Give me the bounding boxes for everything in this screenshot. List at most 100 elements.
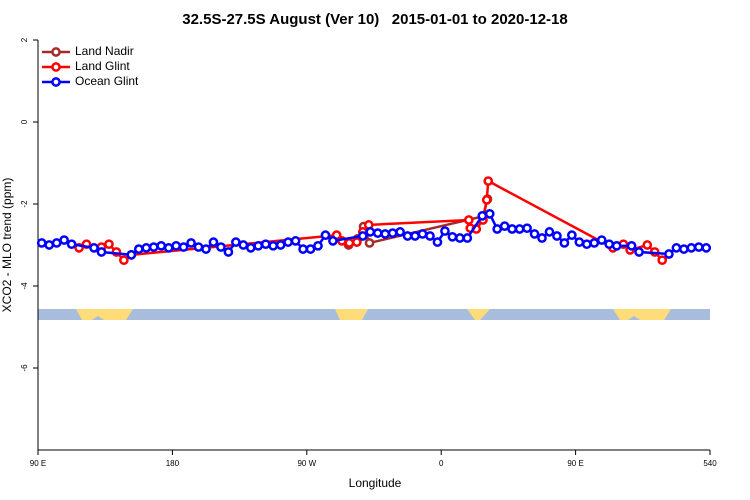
x-axis-label: Longitude — [349, 476, 402, 490]
land-mask — [38, 309, 710, 320]
data-point — [440, 226, 450, 236]
data-point — [268, 240, 279, 251]
data-point — [51, 238, 62, 248]
data-point — [320, 230, 331, 241]
data-point — [208, 237, 219, 247]
land-patch — [76, 309, 133, 320]
data-point — [148, 242, 159, 252]
ocean-strip — [38, 309, 710, 320]
data-point — [89, 243, 99, 253]
data-point — [36, 238, 47, 248]
data-point — [260, 239, 271, 250]
legend-label: Ocean Glint — [75, 74, 139, 88]
data-point — [104, 239, 114, 250]
data-point — [119, 255, 129, 266]
data-point — [626, 240, 637, 251]
data-point — [581, 239, 592, 250]
data-point — [231, 237, 241, 247]
data-point — [395, 227, 405, 237]
data-point — [664, 249, 674, 259]
y-tick-label: -2 — [20, 200, 29, 208]
legend-label: Land Nadir — [75, 44, 134, 58]
data-point — [201, 244, 211, 254]
data-point — [544, 227, 555, 237]
data-point — [657, 255, 668, 266]
data-point — [686, 243, 697, 253]
data-point — [59, 235, 69, 245]
data-point — [537, 233, 547, 243]
x-tick-label: 90 E — [567, 459, 583, 468]
data-point — [701, 243, 712, 253]
data-point — [492, 224, 503, 234]
data-point — [481, 195, 492, 205]
data-point — [671, 243, 682, 253]
data-point — [305, 244, 316, 254]
data-point — [483, 176, 494, 186]
land-patch — [467, 309, 490, 320]
data-point — [507, 224, 517, 234]
data-point — [283, 237, 293, 247]
data-point — [417, 229, 428, 239]
y-tick-label: 0 — [20, 119, 29, 124]
data-point — [357, 231, 368, 241]
legend-marker — [51, 47, 61, 57]
x-tick-label: 540 — [703, 459, 717, 468]
data-point — [245, 243, 256, 253]
data-point — [425, 231, 435, 241]
data-point — [679, 244, 689, 254]
data-point — [44, 240, 55, 250]
data-point — [477, 211, 488, 221]
data-point — [432, 237, 443, 247]
y-tick-label: 2 — [20, 37, 29, 42]
data-point — [171, 240, 181, 251]
data-point — [275, 240, 286, 250]
legend-marker — [51, 62, 61, 72]
data-point — [364, 238, 375, 248]
data-point — [290, 236, 301, 246]
data-point — [186, 238, 196, 248]
data-point — [529, 229, 540, 239]
data-point — [402, 231, 413, 241]
data-point — [372, 228, 383, 238]
data-point — [693, 242, 704, 252]
chart-title: 32.5S-27.5S August (Ver 10) 2015-01-01 t… — [182, 11, 567, 28]
y-tick-label: -4 — [20, 282, 29, 290]
data-point — [253, 240, 264, 251]
data-point — [634, 247, 644, 257]
data-point — [126, 249, 137, 260]
data-point — [96, 247, 107, 257]
x-tick-label: 90 W — [297, 459, 316, 468]
x-tick-label: 0 — [439, 459, 444, 468]
data-point — [216, 242, 226, 252]
x-tick-label: 90 E — [30, 459, 46, 468]
data-point — [328, 236, 338, 246]
data-point — [447, 231, 458, 242]
data-point — [567, 230, 577, 241]
data-point — [380, 229, 391, 239]
data-point — [604, 239, 615, 250]
data-point — [313, 240, 323, 251]
data-point — [574, 237, 585, 247]
data-point — [484, 208, 495, 219]
data-point — [499, 221, 510, 231]
legend-label: Land Glint — [75, 59, 130, 73]
data-point — [455, 233, 465, 243]
data-point — [387, 228, 398, 238]
data-point — [66, 239, 77, 250]
data-point — [611, 240, 622, 251]
y-axis-label: XCO2 - MLO trend (ppm) — [0, 178, 14, 313]
data-point — [163, 243, 174, 253]
data-point — [351, 237, 362, 247]
y-tick-label: -6 — [20, 364, 29, 372]
data-point — [344, 238, 355, 248]
data-point — [298, 244, 308, 254]
data-point — [365, 227, 376, 237]
data-point — [193, 242, 204, 252]
data-point — [596, 235, 607, 245]
data-point — [552, 231, 562, 241]
data-point — [178, 242, 189, 252]
data-point — [156, 240, 167, 251]
data-point — [223, 247, 234, 257]
land-patch — [335, 309, 368, 320]
data-point — [589, 238, 600, 248]
